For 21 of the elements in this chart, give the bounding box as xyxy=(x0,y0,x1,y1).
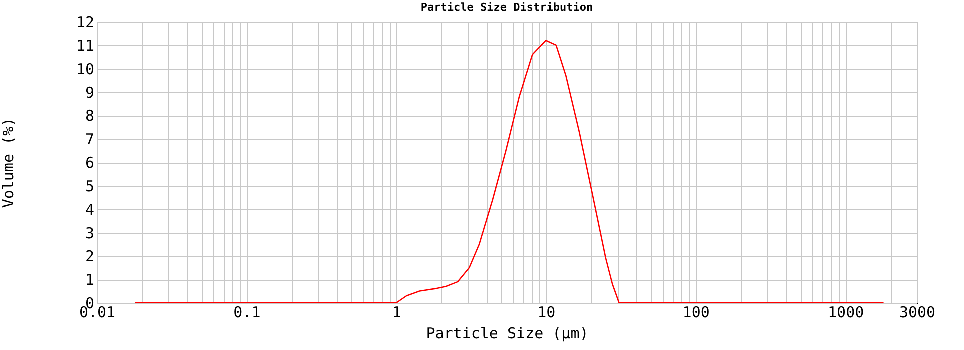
y-tick-label: 6 xyxy=(85,154,94,172)
y-tick-label: 10 xyxy=(76,60,94,78)
x-tick-label: 1 xyxy=(392,304,402,322)
y-tick-label: 3 xyxy=(85,224,94,242)
x-tick-label: 1000 xyxy=(828,304,864,322)
y-axis-title: Volume (%) xyxy=(0,118,18,208)
x-tick-label: 10 xyxy=(538,304,556,322)
y-tick-label: 12 xyxy=(76,14,94,32)
x-axis-title: Particle Size (µm) xyxy=(426,324,589,342)
x-tick-label: 100 xyxy=(682,304,710,322)
y-tick-label: 4 xyxy=(85,200,94,219)
y-tick-label: 1 xyxy=(85,271,94,290)
y-tick-label: 8 xyxy=(85,107,94,126)
y-tick-label: 5 xyxy=(85,177,94,196)
y-tick-label: 7 xyxy=(85,130,94,149)
y-tick-label: 11 xyxy=(76,36,94,55)
y-tick-label: 2 xyxy=(85,248,94,266)
x-tick-label: 3000 xyxy=(899,304,936,322)
x-tick-label: 0.1 xyxy=(234,304,261,322)
y-tick-label: 9 xyxy=(85,84,94,102)
chart-title: Particle Size Distribution xyxy=(420,1,594,14)
